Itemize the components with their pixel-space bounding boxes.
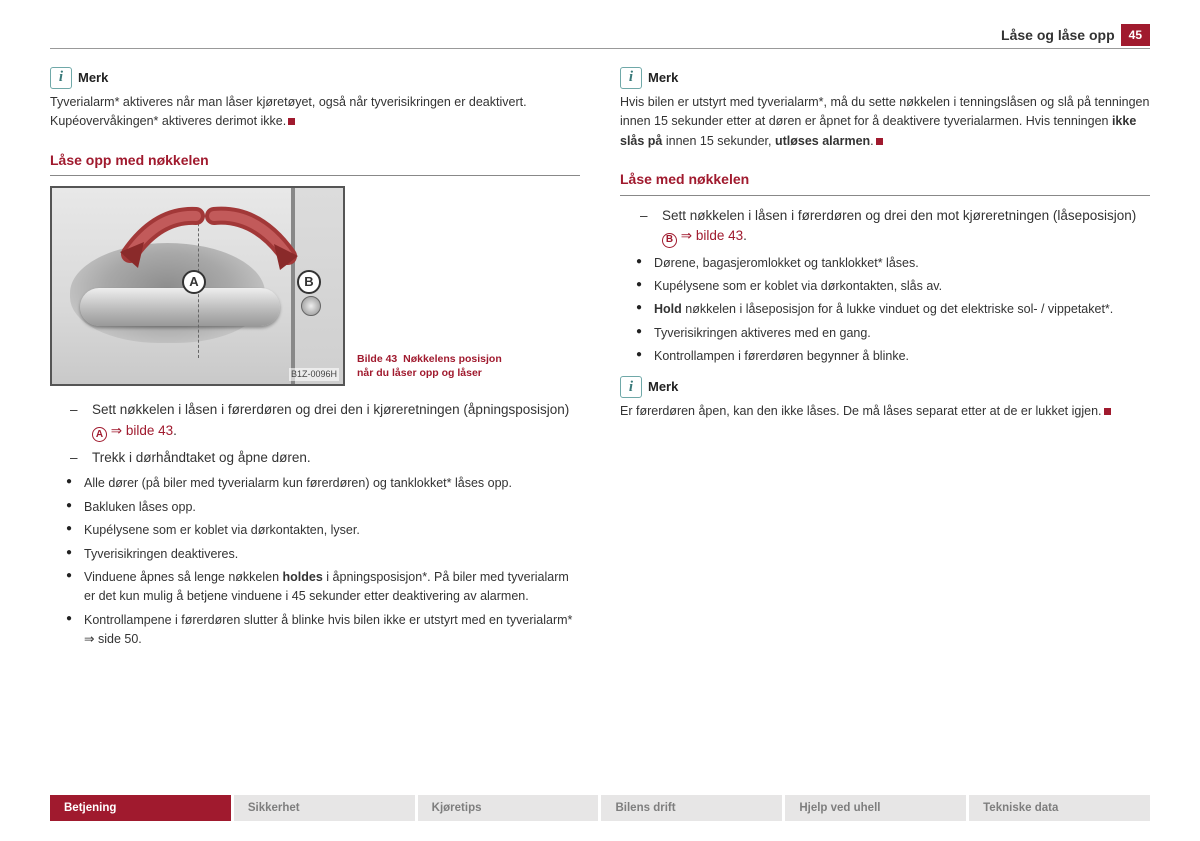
bullet-list: Dørene, bagasjeromlokket og tanklokket* … bbox=[620, 254, 1150, 367]
left-column: i Merk Tyverialarm* aktiveres når man lå… bbox=[50, 61, 580, 653]
figure-caption: Bilde 43 Nøkkelens posisjon når du låser… bbox=[357, 352, 517, 386]
step-item: – Sett nøkkelen i låsen i førerdøren og … bbox=[640, 206, 1150, 248]
page-number: 45 bbox=[1121, 24, 1150, 46]
step-item: – Trekk i dørhåndtaket og åpne døren. bbox=[70, 448, 580, 468]
list-item: Kontrollampen i førerdøren begynner å bl… bbox=[620, 347, 1150, 366]
tab-kjoretips[interactable]: Kjøretips bbox=[418, 795, 599, 821]
section-title-unlock: Låse opp med nøkkelen bbox=[50, 150, 580, 172]
arrow-left-icon bbox=[116, 204, 206, 276]
inline-label-a: A bbox=[92, 427, 107, 442]
note-text: Tyverialarm* aktiveres når man låser kjø… bbox=[50, 93, 580, 132]
tab-sikkerhet[interactable]: Sikkerhet bbox=[234, 795, 415, 821]
list-item: Kontrollampene i førerdøren slutter å bl… bbox=[50, 611, 580, 650]
note-label: Merk bbox=[648, 68, 678, 88]
arrow-right-icon bbox=[202, 204, 302, 278]
list-item: Hold nøkkelen i låseposisjon for å lukke… bbox=[620, 300, 1150, 319]
list-item: Vinduene åpnes så lenge nøkkelen holdes … bbox=[50, 568, 580, 607]
info-icon: i bbox=[50, 67, 72, 89]
right-column: i Merk Hvis bilen er utstyrt med tyveria… bbox=[620, 61, 1150, 653]
tab-bilens-drift[interactable]: Bilens drift bbox=[601, 795, 782, 821]
section-rule bbox=[50, 175, 580, 176]
list-item: Dørene, bagasjeromlokket og tanklokket* … bbox=[620, 254, 1150, 273]
note-label: Merk bbox=[78, 68, 108, 88]
end-marker-icon bbox=[876, 138, 883, 145]
note-label: Merk bbox=[648, 377, 678, 397]
page-header: Låse og låse opp 45 bbox=[50, 24, 1150, 49]
note-header: i Merk bbox=[620, 67, 1150, 89]
list-item: Bakluken låses opp. bbox=[50, 498, 580, 517]
inline-label-b: B bbox=[662, 233, 677, 248]
figure-code: B1Z-0096H bbox=[289, 368, 339, 382]
end-marker-icon bbox=[1104, 408, 1111, 415]
page-ref-link[interactable]: side 50 bbox=[98, 632, 138, 646]
list-item: Kupélysene som er koblet via dørkontakte… bbox=[50, 521, 580, 540]
step-item: – Sett nøkkelen i låsen i førerdøren og … bbox=[70, 400, 580, 442]
note-header: i Merk bbox=[620, 376, 1150, 398]
figure-ref-link[interactable]: bilde 43 bbox=[126, 423, 173, 438]
tab-betjening[interactable]: Betjening bbox=[50, 795, 231, 821]
tab-hjelp-uhell[interactable]: Hjelp ved uhell bbox=[785, 795, 966, 821]
note-header: i Merk bbox=[50, 67, 580, 89]
list-item: Alle dører (på biler med tyverialarm kun… bbox=[50, 474, 580, 493]
list-item: Tyverisikringen deaktiveres. bbox=[50, 545, 580, 564]
note-text: Hvis bilen er utstyrt med tyverialarm*, … bbox=[620, 93, 1150, 151]
list-item: Tyverisikringen aktiveres med en gang. bbox=[620, 324, 1150, 343]
footer-tabs: Betjening Sikkerhet Kjøretips Bilens dri… bbox=[50, 795, 1150, 821]
end-marker-icon bbox=[288, 118, 295, 125]
bullet-list: Alle dører (på biler med tyverialarm kun… bbox=[50, 474, 580, 649]
section-title-lock: Låse med nøkkelen bbox=[620, 169, 1150, 191]
header-section-title: Låse og låse opp bbox=[1001, 27, 1115, 43]
section-rule bbox=[620, 195, 1150, 196]
figure-door-handle: A B B1Z-0096H bbox=[50, 186, 345, 386]
list-item: Kupélysene som er koblet via dørkontakte… bbox=[620, 277, 1150, 296]
figure-ref-link[interactable]: bilde 43 bbox=[696, 228, 743, 243]
note-text: Er førerdøren åpen, kan den ikke låses. … bbox=[620, 402, 1150, 421]
info-icon: i bbox=[620, 67, 642, 89]
tab-tekniske-data[interactable]: Tekniske data bbox=[969, 795, 1150, 821]
figure-row: A B B1Z-0096H Bilde 43 Nøkkelens posisjo… bbox=[50, 186, 580, 386]
info-icon: i bbox=[620, 376, 642, 398]
